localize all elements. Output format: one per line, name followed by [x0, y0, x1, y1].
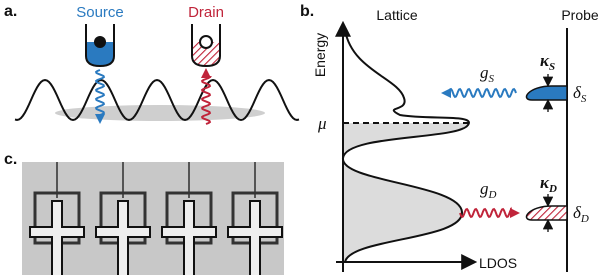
figure: a. Source Drain c. b. Lattice Probe Ener…: [0, 0, 610, 275]
symbol: g: [480, 179, 489, 198]
drain-coupling: [460, 209, 518, 217]
panel-label: a.: [4, 3, 17, 20]
subscript: D: [580, 213, 589, 225]
subscript: D: [488, 189, 497, 201]
device-micrograph: [22, 162, 284, 275]
page: {"panel_a": {"label": "a.", "source": "S…: [0, 0, 610, 275]
kappa-d-label: κD: [540, 173, 557, 195]
subscript: S: [549, 61, 555, 73]
probe-heading: Probe: [561, 7, 599, 23]
subscript: S: [489, 73, 495, 85]
g-d-label: gD: [480, 179, 497, 201]
device-feature: [229, 228, 281, 236]
device-feature: [185, 202, 193, 275]
delta-s-label: δS: [573, 83, 587, 105]
source-probe-peak: [526, 86, 567, 100]
kappa-s-label: κS: [540, 51, 555, 73]
device-feature: [119, 202, 127, 275]
y-axis-label: Energy: [312, 33, 328, 77]
panel-label: c.: [4, 151, 17, 168]
device-feature: [251, 202, 259, 275]
drain-label: Drain: [188, 4, 224, 21]
device-feature: [163, 228, 215, 236]
delta-d-label: δD: [573, 203, 589, 225]
drain-probe-peak: [526, 206, 567, 220]
lattice-heading: Lattice: [376, 7, 417, 23]
symbol: g: [480, 63, 489, 82]
drain-hole: [200, 36, 212, 48]
x-axis-label: LDOS: [479, 255, 517, 271]
mu-label: μ: [317, 114, 327, 133]
panel-label: b.: [300, 3, 314, 20]
device-feature: [53, 202, 61, 275]
subscript: D: [548, 183, 557, 195]
source-label: Source: [76, 4, 124, 21]
device-feature: [97, 228, 149, 236]
source-coupling: [443, 89, 516, 97]
g-s-label: gS: [480, 63, 495, 85]
device-feature: [31, 228, 83, 236]
subscript: S: [581, 93, 587, 105]
source-particle: [94, 36, 106, 48]
